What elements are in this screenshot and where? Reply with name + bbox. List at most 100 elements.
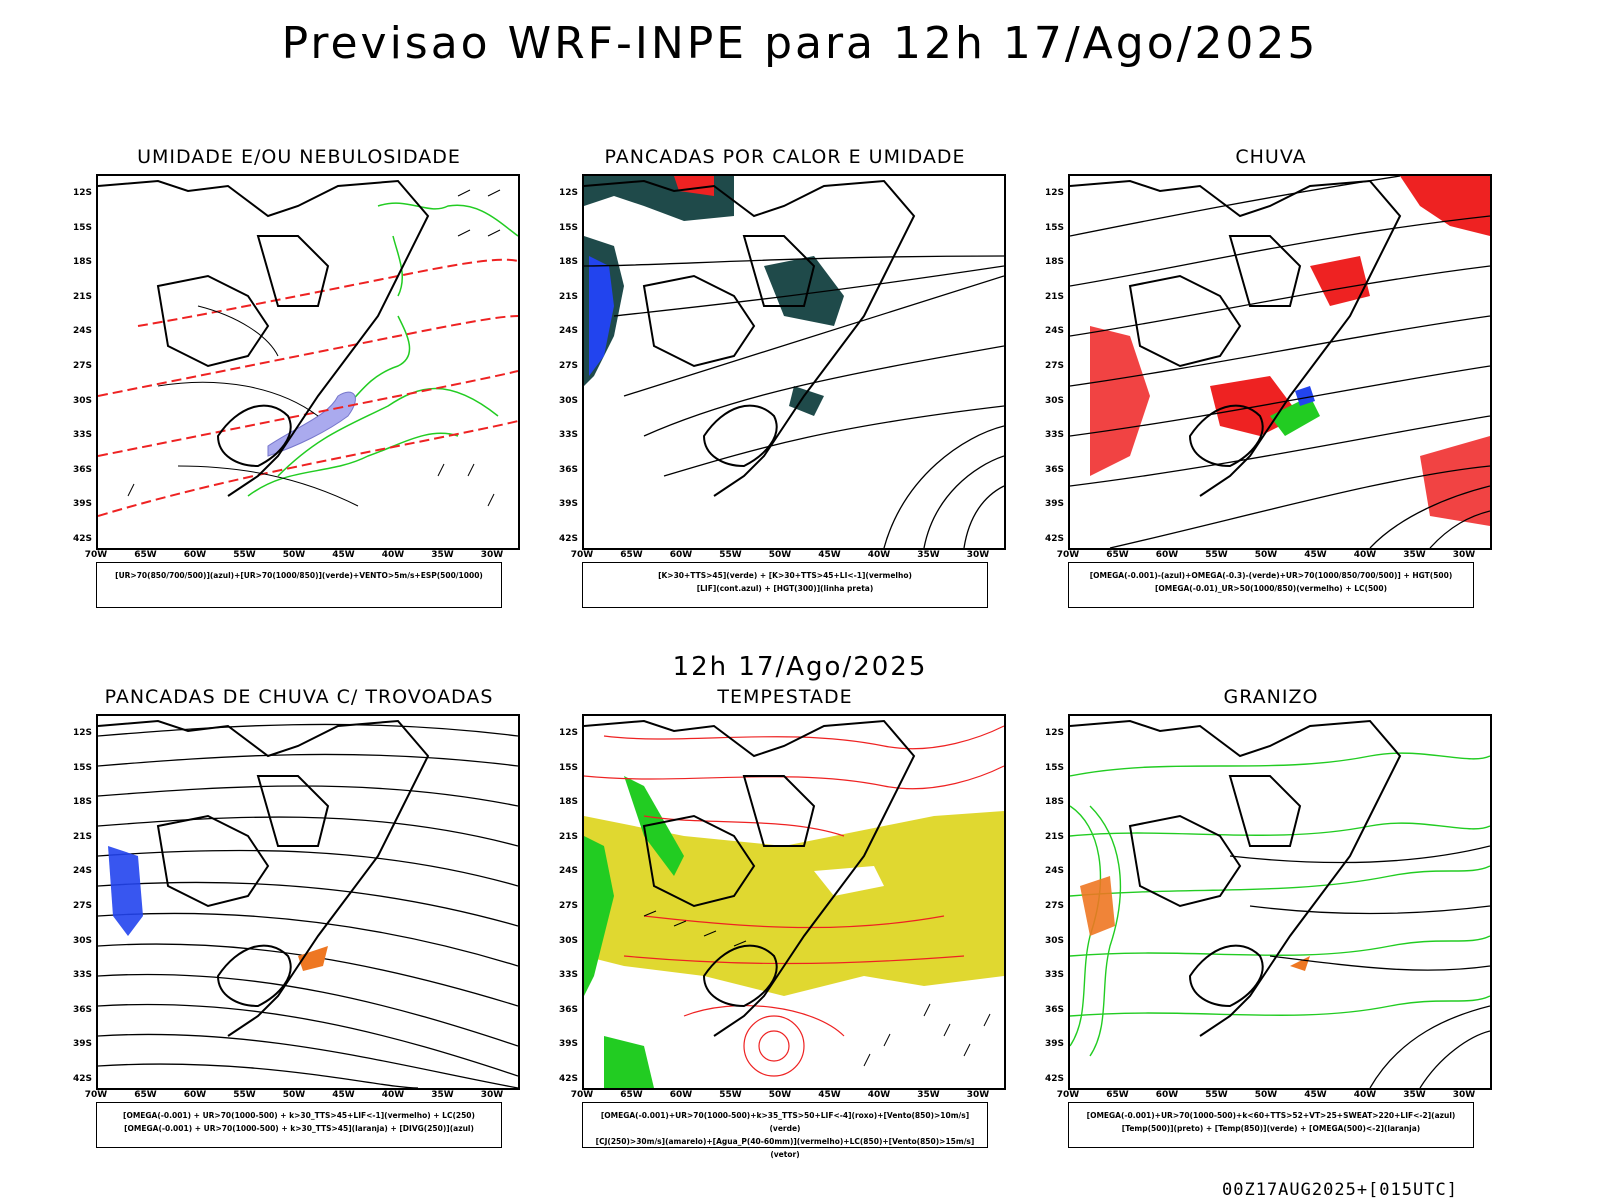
lat-tick-label: 33S xyxy=(72,430,92,441)
legend-line: [LIF](cont.azul) + [HGT(300)](linha pret… xyxy=(696,584,874,593)
panel-title: TEMPESTADE xyxy=(717,686,853,708)
lon-tick-label: 55W xyxy=(1205,1090,1228,1100)
panel-legend: [OMEGA(-0.001)+UR>70(1000-500)+k<60+TTS>… xyxy=(1068,1102,1474,1148)
lat-tick-label: 12S xyxy=(1044,188,1064,198)
lat-tick-label: 18S xyxy=(558,797,578,808)
lon-tick-label: 55W xyxy=(719,1090,742,1100)
lat-tick-label: 12S xyxy=(72,188,92,198)
panel-legend: [OMEGA(-0.001)-(azul)+OMEGA(-0.3)-(verde… xyxy=(1068,562,1474,608)
lon-tick-label: 55W xyxy=(719,550,742,560)
lon-tick-label: 60W xyxy=(183,550,207,560)
map-plot xyxy=(98,719,518,1088)
run-timestamp: 00Z17AUG2025+[015UTC] xyxy=(1222,1180,1458,1200)
lat-tick-label: 12S xyxy=(558,728,578,738)
legend-line: [OMEGA(-0.001) + UR>70(1000-500) + k>30_… xyxy=(124,1124,474,1133)
lon-tick-label: 50W xyxy=(768,550,792,560)
lon-tick-label: 35W xyxy=(431,550,454,560)
lon-tick-label: 60W xyxy=(669,1090,693,1100)
panel-legend: [OMEGA(-0.001)+UR>70(1000-500)+k>35_TTS>… xyxy=(582,1102,988,1159)
panel-umidade: UMIDADE E/OU NEBULOSIDADE xyxy=(54,146,544,626)
lat-tick-label: 18S xyxy=(72,797,92,808)
lat-tick-label: 30S xyxy=(72,395,92,406)
lat-tick-label: 39S xyxy=(1044,1039,1064,1050)
lat-tick-label: 42S xyxy=(1044,534,1064,544)
lat-tick-label: 21S xyxy=(72,291,92,302)
lat-tick-label: 27S xyxy=(1044,361,1064,371)
map-plot xyxy=(1070,719,1490,1088)
lat-tick-label: 15S xyxy=(558,762,578,773)
legend-line: [OMEGA(-0.01)_UR>50(1000/850)(vermelho) … xyxy=(1154,584,1388,593)
lon-tick-label: 40W xyxy=(381,1090,405,1100)
lat-tick-label: 36S xyxy=(72,464,92,475)
lon-tick-label: 40W xyxy=(1353,550,1377,560)
map-area xyxy=(1068,174,1492,550)
lon-tick-label: 40W xyxy=(867,550,891,560)
lon-tick-label: 50W xyxy=(1254,1090,1278,1100)
lat-tick-label: 36S xyxy=(558,464,578,475)
lon-tick-label: 65W xyxy=(134,550,157,560)
lat-tick-label: 24S xyxy=(72,326,92,337)
lon-tick-label: 70W xyxy=(570,550,594,560)
lon-tick-label: 30W xyxy=(480,1090,504,1100)
lat-tick-label: 30S xyxy=(558,935,578,946)
lat-tick-label: 42S xyxy=(72,1074,92,1084)
lon-tick-label: 40W xyxy=(1353,1090,1377,1100)
lat-tick-label: 12S xyxy=(558,188,578,198)
lat-tick-label: 39S xyxy=(72,1039,92,1050)
lon-tick-label: 30W xyxy=(1452,1090,1476,1100)
lon-tick-label: 70W xyxy=(1056,1090,1080,1100)
lon-tick-label: 70W xyxy=(1056,550,1080,560)
legend-line: [Temp(500)](preto) + [Temp(850)](verde) … xyxy=(1121,1124,1421,1133)
panel-legend: [OMEGA(-0.001) + UR>70(1000-500) + k>30_… xyxy=(96,1102,502,1148)
lon-tick-label: 35W xyxy=(917,550,940,560)
lat-tick-label: 15S xyxy=(72,222,92,233)
lat-tick-label: 39S xyxy=(558,1039,578,1050)
lat-tick-label: 36S xyxy=(72,1004,92,1015)
lon-tick-label: 60W xyxy=(669,550,693,560)
panel-pancadas-calor: PANCADAS POR CALOR E UMIDADE [K>30+TTS>4… xyxy=(540,146,1030,626)
lat-tick-label: 12S xyxy=(1044,728,1064,738)
lon-tick-label: 50W xyxy=(282,1090,306,1100)
lat-tick-label: 15S xyxy=(1044,222,1064,233)
legend-line: [CJ(250)>30m/s](amarelo)+[Agua_P(40-60mm… xyxy=(595,1137,975,1159)
map-area xyxy=(582,714,1006,1090)
lon-tick-label: 30W xyxy=(1452,550,1476,560)
lat-tick-label: 24S xyxy=(1044,326,1064,337)
lon-tick-label: 65W xyxy=(134,1090,157,1100)
panel-title: UMIDADE E/OU NEBULOSIDADE xyxy=(137,146,461,168)
lon-tick-label: 40W xyxy=(867,1090,891,1100)
lon-tick-label: 45W xyxy=(332,550,355,560)
lat-tick-label: 24S xyxy=(558,866,578,877)
lon-tick-label: 50W xyxy=(1254,550,1278,560)
legend-line: [OMEGA(-0.001)+UR>70(1000-500)+k<60+TTS>… xyxy=(1086,1111,1456,1120)
lat-tick-label: 18S xyxy=(72,257,92,268)
lat-tick-label: 24S xyxy=(1044,866,1064,877)
lat-tick-label: 21S xyxy=(72,831,92,842)
panel-title: PANCADAS DE CHUVA C/ TROVOADAS xyxy=(104,686,494,708)
panel-legend: [UR>70(850/700/500)](azul)+[UR>70(1000/8… xyxy=(96,562,502,608)
lon-tick-label: 70W xyxy=(570,1090,594,1100)
lon-tick-label: 60W xyxy=(183,1090,207,1100)
lat-tick-label: 36S xyxy=(558,1004,578,1015)
lat-tick-label: 15S xyxy=(558,222,578,233)
panel-chuva: CHUVA xyxy=(1026,146,1516,626)
lat-tick-label: 21S xyxy=(1044,831,1064,842)
map-area xyxy=(96,714,520,1090)
lat-tick-label: 18S xyxy=(558,257,578,268)
lon-tick-label: 40W xyxy=(381,550,405,560)
lat-tick-label: 15S xyxy=(72,762,92,773)
lat-tick-label: 27S xyxy=(1044,901,1064,911)
lat-tick-label: 33S xyxy=(1044,430,1064,441)
lat-tick-label: 42S xyxy=(1044,1074,1064,1084)
lat-tick-label: 30S xyxy=(1044,395,1064,406)
lat-tick-label: 18S xyxy=(1044,797,1064,808)
lat-tick-label: 27S xyxy=(72,361,92,371)
lon-tick-label: 70W xyxy=(84,550,108,560)
panel-title: GRANIZO xyxy=(1223,686,1319,708)
legend-line: [OMEGA(-0.001)+UR>70(1000-500)+k>35_TTS>… xyxy=(600,1111,970,1133)
legend-line: [K>30+TTS>45](verde) + [K>30+TTS>45+LI<-… xyxy=(658,571,912,580)
lat-tick-label: 21S xyxy=(558,291,578,302)
lon-tick-label: 30W xyxy=(480,550,504,560)
lat-tick-label: 30S xyxy=(72,935,92,946)
lat-tick-label: 33S xyxy=(558,430,578,441)
